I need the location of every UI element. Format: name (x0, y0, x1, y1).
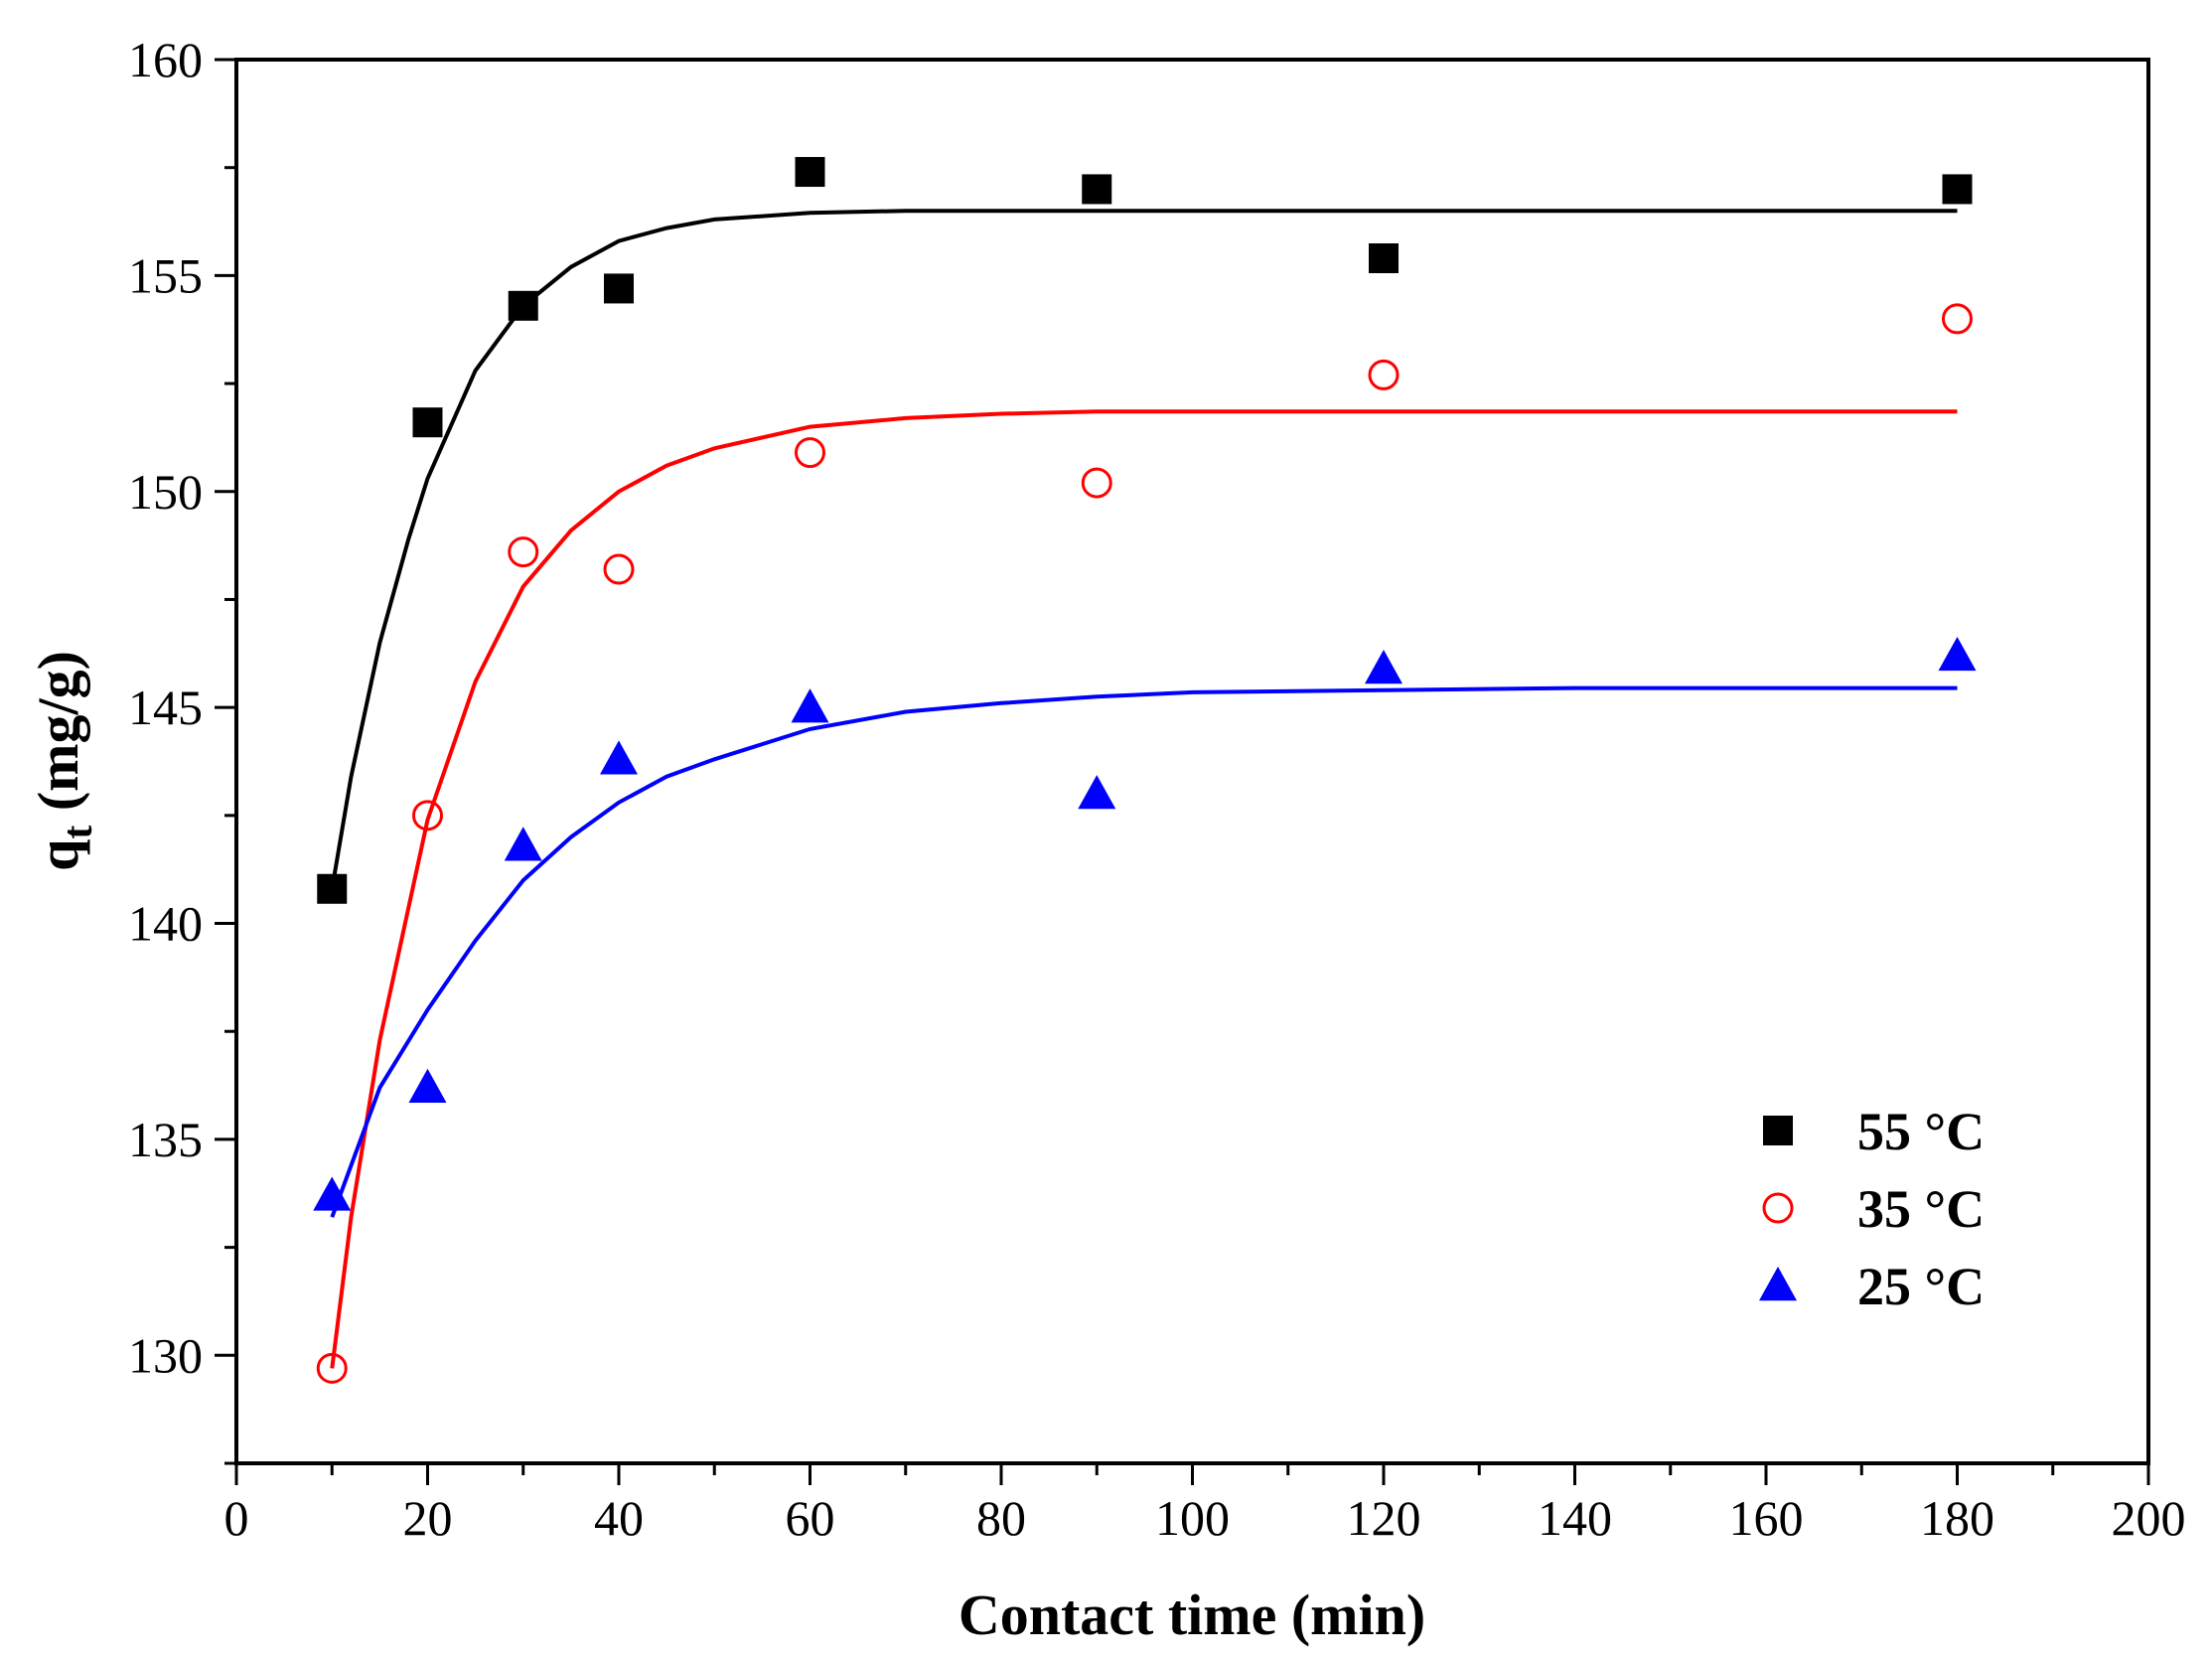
y-axis-title-unit: (mg/g) (26, 651, 90, 826)
data-point (795, 437, 825, 469)
data-point (313, 1176, 352, 1211)
x-tick-label: 140 (1538, 1490, 1612, 1546)
x-tick-label: 60 (786, 1490, 835, 1546)
data-point (1365, 650, 1402, 684)
legend-marker (1763, 1116, 1793, 1145)
y-tick-label: 155 (128, 247, 203, 303)
data-point (1078, 775, 1116, 810)
data-point (1081, 467, 1112, 499)
legend-label: 35 °C (1857, 1179, 1985, 1239)
data-point (1369, 242, 1399, 273)
data-point (1082, 174, 1112, 205)
data-point (1938, 636, 1977, 672)
data-point (508, 536, 539, 568)
x-axis-title: Contact time (min) (959, 1583, 1425, 1647)
x-tick-label: 180 (1920, 1490, 1994, 1546)
x-tick-label: 100 (1155, 1490, 1230, 1546)
data-point (603, 553, 635, 585)
y-tick-label: 145 (128, 680, 203, 735)
x-tick-label: 120 (1347, 1490, 1421, 1546)
x-tick-label: 20 (403, 1490, 453, 1546)
data-point (791, 688, 829, 723)
data-point (508, 290, 538, 321)
data-point (600, 740, 638, 775)
data-point (412, 407, 443, 438)
x-tick-label: 200 (2112, 1490, 2186, 1546)
y-tick-label: 160 (128, 32, 203, 87)
y-tick-label: 130 (128, 1327, 203, 1383)
plot-frame (234, 58, 2150, 1465)
data-point (795, 157, 825, 188)
legend-marker (1759, 1267, 1797, 1301)
data-point (317, 873, 348, 904)
data-point (1942, 303, 1973, 335)
fit-line (330, 209, 1958, 890)
fit-line (330, 685, 1958, 1218)
x-tick-label: 80 (976, 1490, 1026, 1546)
data-point (412, 800, 443, 832)
data-point (504, 827, 542, 861)
data-points (313, 157, 1977, 1384)
legend-marker (1762, 1192, 1794, 1224)
data-point (316, 1352, 348, 1384)
fit-line (330, 409, 1958, 1369)
y-axis-title: qt (mg/g) (26, 651, 101, 871)
legend-label: 55 °C (1857, 1102, 1985, 1161)
y-axis-title-main: q (26, 839, 90, 871)
legend: 55 °C 35 °C 25 °C (1759, 1102, 1985, 1316)
data-point (604, 273, 634, 304)
data-point (1942, 174, 1973, 205)
data-point (408, 1068, 447, 1103)
axis-ticks: 0 20 40 60 80 100 120 140 160 180 200 130 135 140 145 1… (128, 32, 2186, 1546)
x-tick-label: 40 (594, 1490, 644, 1546)
fit-lines (330, 209, 1958, 1369)
legend-label: 25 °C (1857, 1257, 1985, 1316)
y-axis-title-subscript: t (56, 826, 101, 839)
y-tick-label: 140 (128, 896, 203, 952)
x-tick-label: 0 (224, 1490, 249, 1546)
x-tick-label: 160 (1729, 1490, 1804, 1546)
y-tick-label: 135 (128, 1112, 203, 1167)
data-point (1368, 359, 1400, 390)
y-tick-label: 150 (128, 464, 203, 520)
